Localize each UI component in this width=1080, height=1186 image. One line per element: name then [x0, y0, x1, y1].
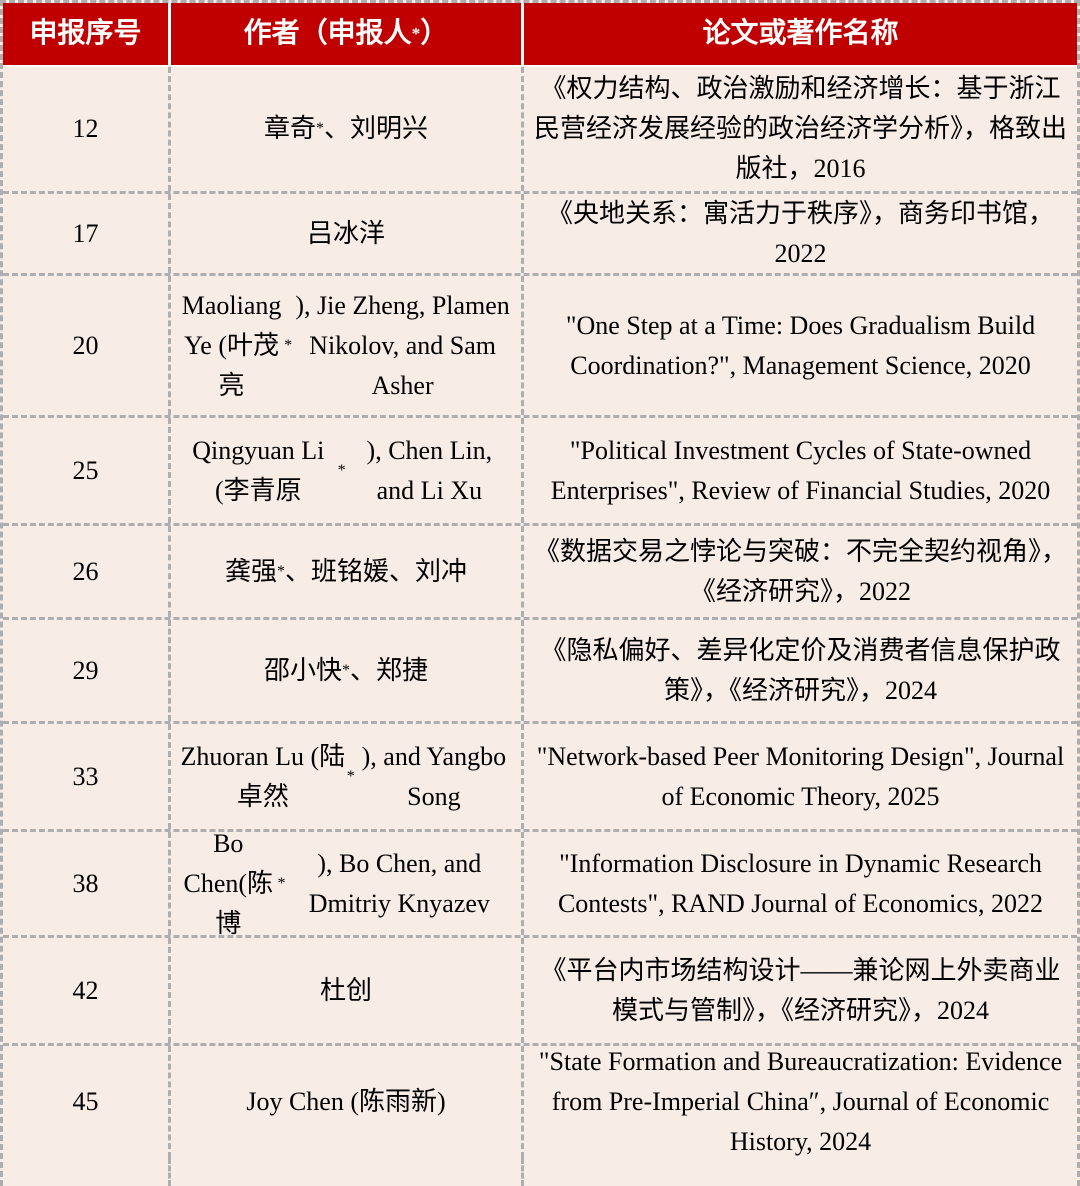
- authors-cell: Joy Chen (陈雨新): [168, 1046, 521, 1158]
- table-row: 42 杜创 《平台内市场结构设计——兼论网上外卖商业模式与管制》，《经济研究》，20…: [3, 938, 1077, 1046]
- authors-cell: 章奇 * 、刘明兴: [168, 67, 521, 191]
- table-row: 17 吕冰洋 《央地关系：寓活力于秩序》，商务印书馆，2022: [3, 194, 1077, 276]
- serial-cell: 38: [72, 868, 99, 898]
- authors-cell: 吕冰洋: [168, 194, 521, 273]
- title-cell: 《隐私偏好、差异化定价及消费者信息保护政策》，《经济研究》，2024: [521, 620, 1077, 721]
- table-body: 12 章奇 * 、刘明兴 《权力结构、政治激励和经济增长：基于浙江民营经济发展经验的政治…: [3, 67, 1077, 1158]
- title-cell: 《平台内市场结构设计——兼论网上外卖商业模式与管制》，《经济研究》，2024: [521, 938, 1077, 1043]
- table-row: 45 Joy Chen (陈雨新) "State Formation and Bur…: [3, 1046, 1077, 1158]
- table-header-row: 申报序号 作者（申报人 *） 论文或著作名称: [3, 3, 1077, 67]
- header-authors: 作者（申报人 *）: [168, 3, 521, 65]
- table-row: 25 Qingyuan Li (李青原 *), Chen Lin, and Li X…: [3, 418, 1077, 526]
- table-row: 29 邵小快 * 、郑捷 《隐私偏好、差异化定价及消费者信息保护政策》，《经济研究》，2…: [3, 620, 1077, 724]
- authors-cell: Qingyuan Li (李青原 *), Chen Lin, and Li Xu: [168, 418, 521, 523]
- authors-cell: Maoliang Ye (叶茂亮 *), Jie Zheng, Plamen Ni…: [168, 276, 521, 415]
- serial-cell: 26: [72, 556, 99, 586]
- serial-cell: 12: [72, 114, 99, 143]
- serial-cell: 29: [72, 655, 99, 685]
- authors-cell: 龚强 * 、班铭媛、刘冲: [168, 526, 521, 617]
- table-row: 20 Maoliang Ye (叶茂亮 *), Jie Zheng, Plamen …: [3, 276, 1077, 418]
- header-serial-number: 申报序号: [29, 18, 142, 49]
- serial-cell: 25: [72, 455, 99, 485]
- serial-cell: 33: [72, 761, 99, 791]
- title-cell: "Information Disclosure in Dynamic Resea…: [521, 832, 1077, 935]
- title-cell: "State Formation and Bureaucratization: …: [521, 1046, 1077, 1158]
- title-cell: 《权力结构、政治激励和经济增长：基于浙江民营经济发展经验的政治经济学分析》，格致…: [521, 67, 1077, 191]
- authors-cell: 杜创: [168, 938, 521, 1043]
- title-cell: "Political Investment Cycles of State-ow…: [521, 418, 1077, 523]
- partial-row-cutoff: [3, 1158, 1077, 1186]
- header-work-title: 论文或著作名称: [521, 3, 1077, 65]
- authors-cell: Bo Chen(陈博 *), Bo Chen, and Dmitriy Knyaz…: [168, 829, 521, 938]
- serial-cell: 42: [72, 975, 99, 1005]
- title-cell: "Network-based Peer Monitoring Design", …: [521, 724, 1077, 829]
- title-cell: [521, 1158, 1077, 1186]
- authors-cell: 邵小快 * 、郑捷: [168, 620, 521, 721]
- table-row: 12 章奇 * 、刘明兴 《权力结构、政治激励和经济增长：基于浙江民营经济发展经验的政治…: [3, 67, 1077, 194]
- table-row: 33 Zhuoran Lu (陆卓然 *), and Yangbo Song "Net…: [3, 724, 1077, 832]
- title-cell: "One Step at a Time: Does Gradualism Bui…: [521, 276, 1077, 415]
- serial-cell: [3, 1158, 168, 1186]
- title-cell: 《央地关系：寓活力于秩序》，商务印书馆，2022: [521, 194, 1077, 273]
- serial-cell: 17: [72, 218, 99, 248]
- authors-cell: Zhuoran Lu (陆卓然 *), and Yangbo Song: [168, 724, 521, 829]
- table-row: 38 Bo Chen(陈博 *), Bo Chen, and Dmitriy Kny…: [3, 829, 1077, 938]
- serial-cell: 45: [72, 1087, 99, 1116]
- serial-cell: 20: [72, 330, 99, 360]
- table-row: 26 龚强 * 、班铭媛、刘冲 《数据交易之悖论与突破：不完全契约视角》，《经济研究》，…: [3, 526, 1077, 620]
- title-cell: 《数据交易之悖论与突破：不完全契约视角》，《经济研究》，2022: [521, 526, 1077, 617]
- authors-cell: [168, 1158, 521, 1186]
